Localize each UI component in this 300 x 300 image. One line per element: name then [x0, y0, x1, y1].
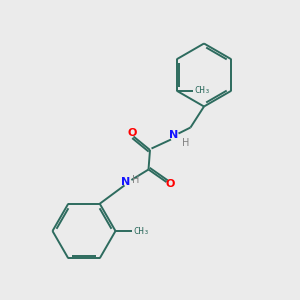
Text: N: N [121, 176, 130, 187]
Text: CH₃: CH₃ [195, 86, 211, 95]
Text: CH₃: CH₃ [134, 226, 150, 236]
Text: H: H [182, 137, 189, 148]
Text: H: H [132, 175, 139, 185]
Text: O: O [165, 178, 175, 189]
Text: N: N [169, 130, 178, 140]
Text: O: O [127, 128, 137, 139]
